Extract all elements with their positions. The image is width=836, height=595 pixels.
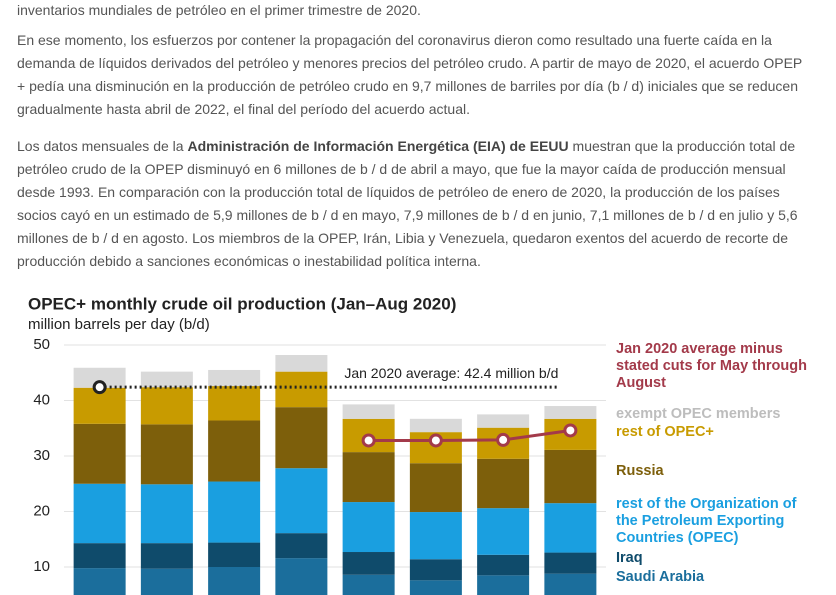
- bar-segment: [342, 404, 395, 419]
- line-marker: [563, 423, 578, 438]
- text-run: inventarios mundiales de petróleo en el …: [17, 2, 421, 18]
- bar-segment: [140, 543, 193, 569]
- bar-segment: [342, 574, 395, 595]
- legend-label: exempt OPEC members: [616, 406, 781, 422]
- bar-segment: [342, 502, 395, 553]
- bar-segment: [140, 387, 193, 425]
- bar-segment: [275, 407, 328, 469]
- bar-segment: [140, 484, 193, 544]
- line-marker: [428, 433, 443, 448]
- bar-segment: [208, 542, 261, 567]
- bar-segment: [409, 418, 462, 433]
- reference-label: Jan 2020 average: 42.4 million b/d: [344, 365, 558, 381]
- bar-segment: [73, 483, 126, 544]
- y-tick-label: 10: [33, 558, 50, 575]
- bar-segment: [73, 367, 126, 388]
- bar-segment: [544, 406, 597, 419]
- bar-segment: [275, 371, 328, 408]
- bold-text: Administración de Información Energética…: [187, 138, 569, 154]
- bar-segment: [73, 423, 126, 484]
- chart-title: OPEC+ monthly crude oil production (Jan–…: [28, 294, 456, 313]
- article-text: inventarios mundiales de petróleo en el …: [17, 0, 812, 287]
- chart-subtitle: million barrels per day (b/d): [28, 316, 210, 333]
- bar-segment: [477, 458, 530, 509]
- bar-segment: [409, 512, 462, 560]
- bar-segment: [275, 354, 328, 372]
- bar-segment: [544, 449, 597, 504]
- legend-label: rest of OPEC+: [616, 424, 714, 440]
- paragraph: Los datos mensuales de la Administración…: [17, 135, 812, 273]
- reference-marker: [92, 380, 107, 395]
- bar-segment: [342, 452, 395, 503]
- bar-segment: [275, 533, 328, 559]
- y-tick-label: 40: [33, 391, 50, 408]
- bar-segment: [477, 414, 530, 428]
- bar-segment: [342, 552, 395, 575]
- bar-segment: [544, 573, 597, 595]
- paragraph: inventarios mundiales de petróleo en el …: [17, 0, 812, 22]
- bar-segment: [73, 543, 126, 569]
- line-marker: [361, 433, 376, 448]
- bar-segment: [544, 552, 597, 574]
- bar-segment: [275, 468, 328, 534]
- y-tick-label: 20: [33, 502, 50, 519]
- bar-segment: [140, 371, 193, 388]
- text-run: En ese momento, los esfuerzos por conten…: [17, 32, 803, 117]
- bar-segment: [208, 369, 261, 387]
- bar-segment: [208, 420, 261, 482]
- bar-segment: [73, 568, 126, 595]
- paragraph: En ese momento, los esfuerzos por conten…: [17, 29, 812, 121]
- line-marker: [496, 432, 511, 447]
- bar-segment: [208, 567, 261, 595]
- bar-segment: [477, 575, 530, 595]
- legend-label: Saudi Arabia: [616, 569, 705, 585]
- text-run: Los datos mensuales de la: [17, 138, 188, 154]
- legend-label: Jan 2020 average minus stated cuts for M…: [616, 341, 807, 391]
- legend-label: rest of the Organization of the Petroleu…: [616, 496, 797, 546]
- legend-label: Russia: [616, 463, 664, 479]
- bar-segment: [140, 424, 193, 485]
- bar-segment: [275, 558, 328, 595]
- bar-segment: [140, 568, 193, 595]
- legend-label: Iraq: [616, 550, 643, 566]
- bar-segment: [477, 554, 530, 576]
- bar-segment: [208, 481, 261, 543]
- bar-segment: [477, 508, 530, 555]
- bar-segment: [409, 559, 462, 581]
- bar-segment: [208, 386, 261, 421]
- line: [368, 428, 571, 442]
- y-tick-label: 50: [33, 336, 50, 353]
- bar-segment: [409, 463, 462, 513]
- bar-segment: [409, 580, 462, 595]
- y-tick-label: 30: [33, 447, 50, 464]
- text-run: muestran que la producción total de petr…: [17, 138, 798, 269]
- bar-segment: [544, 503, 597, 553]
